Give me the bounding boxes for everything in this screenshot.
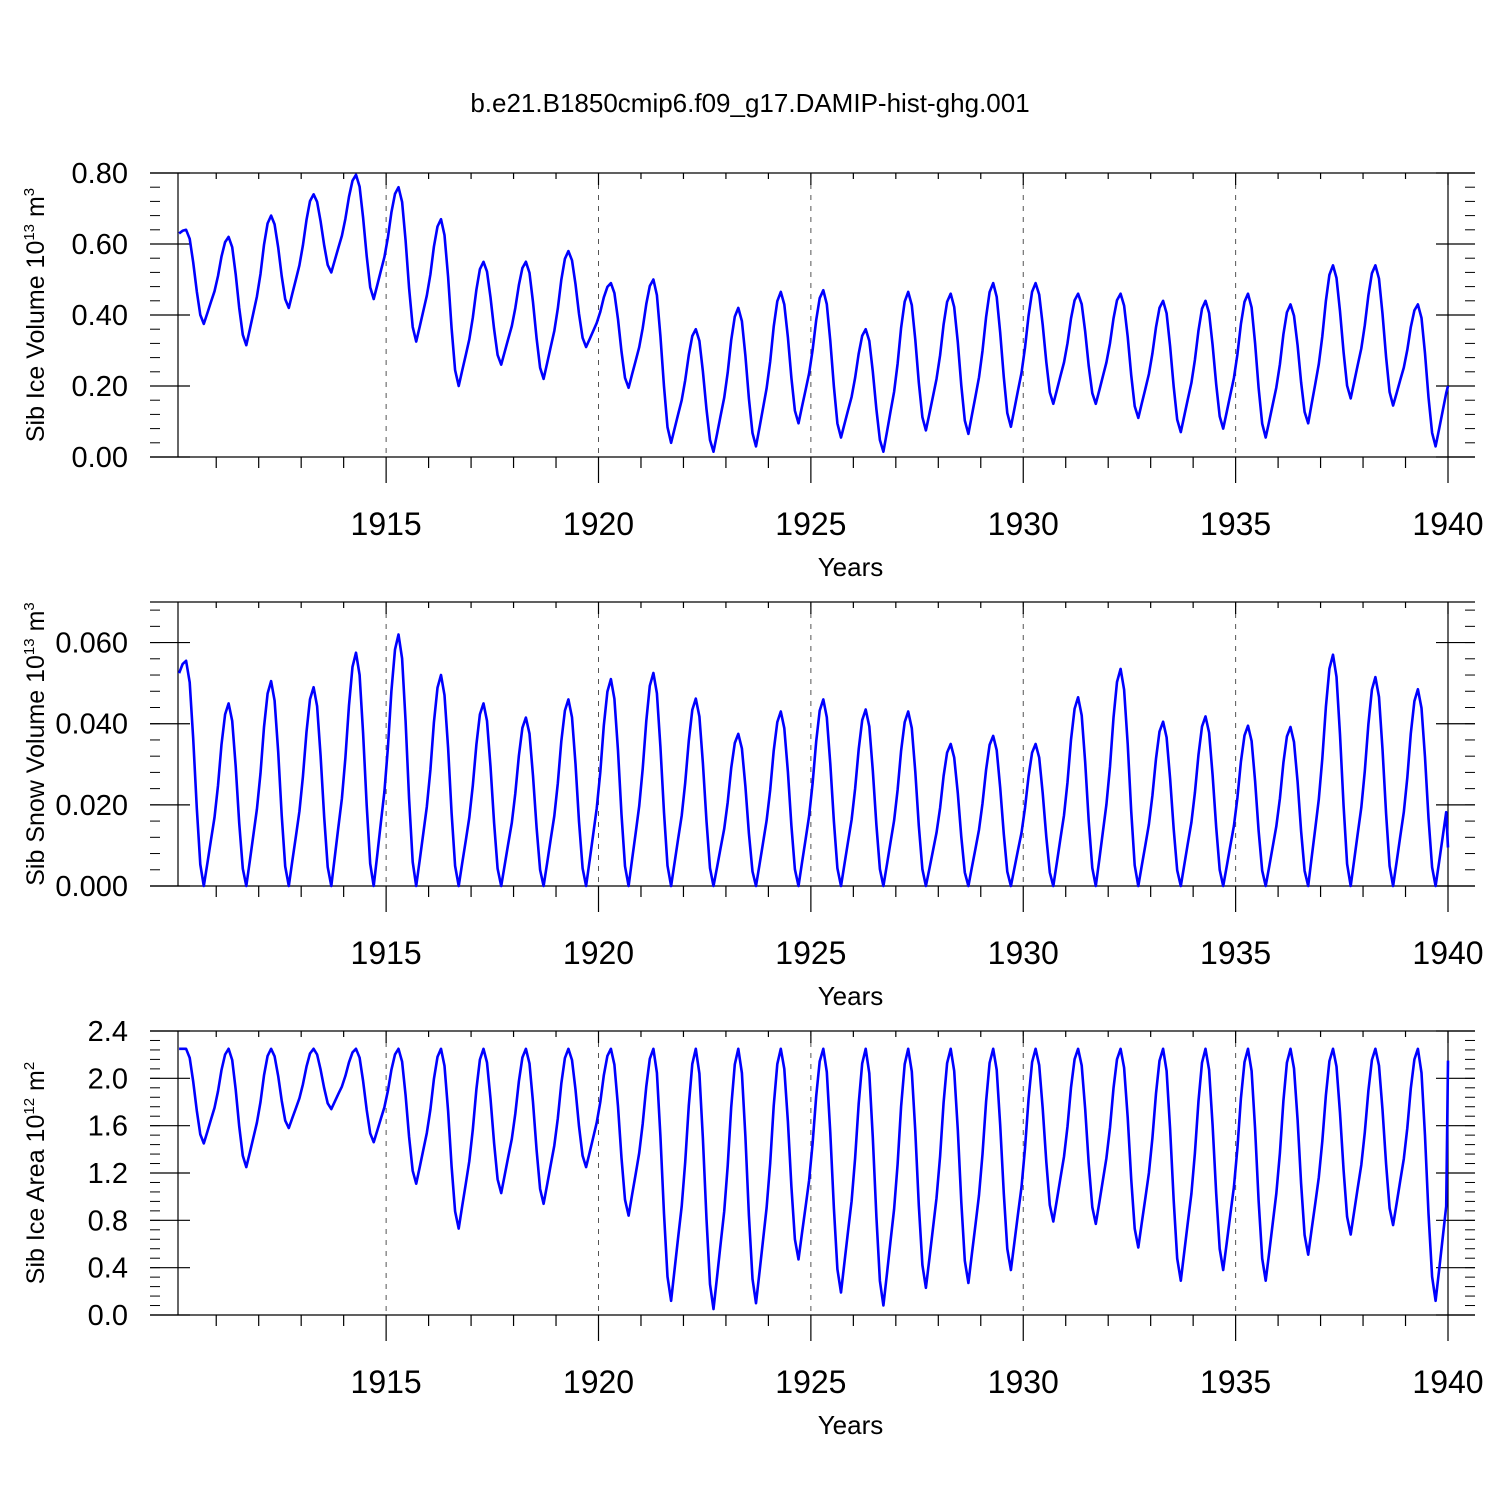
y-tick-label: 0.00 [72, 442, 128, 474]
chart-panel-3: 0.0 0.4 0.8 1.2 1.6 2.0 2.4 1915 1920 1925 1930 193… [21, 1016, 1484, 1440]
series-line-2-1 [177, 633, 1450, 888]
series-line-3-1 [179, 1047, 1450, 1311]
x-tick-label: 1925 [775, 506, 846, 542]
x-tick-label: 1920 [563, 1364, 634, 1400]
y-tick-label: 0.40 [72, 300, 128, 332]
y-label-unit: m [22, 1070, 50, 1098]
x-tick-label: 1920 [563, 935, 634, 971]
x-tick-label: 1930 [988, 1364, 1059, 1400]
y-label-text: Sib Ice Volume 10 [22, 241, 50, 443]
y-tick-label: 1.2 [88, 1158, 128, 1190]
y-tick-label: 0.040 [55, 709, 128, 741]
y-tick-label: 0.20 [72, 371, 128, 403]
x-tick-label: 1940 [1412, 506, 1483, 542]
x-axis-label: Years [818, 1410, 884, 1440]
x-tick-label: 1920 [563, 506, 634, 542]
x-tick-label: 1925 [775, 1364, 846, 1400]
panels: 0.00 0.20 0.40 0.60 0.80 1915 1920 1925 1930 1935… [21, 158, 1484, 1440]
y-label-unit-exponent: 3 [21, 188, 38, 196]
y-label-text: Sib Snow Volume 10 [22, 655, 50, 886]
x-tick-label: 1935 [1200, 935, 1271, 971]
y-label-unit: m [22, 196, 50, 224]
y-label-unit: m [22, 611, 50, 639]
y-tick-label: 0.020 [55, 790, 128, 822]
series-line-1-1 [178, 173, 1450, 453]
chart-panel-2: 0.000 0.020 0.040 0.060 1915 1920 1925 1930 1935… [21, 601, 1484, 1011]
y-tick-label: 0.4 [88, 1253, 128, 1285]
chart-panel-1: 0.00 0.20 0.40 0.60 0.80 1915 1920 1925 1930 1935… [21, 158, 1484, 582]
x-tick-label: 1925 [775, 935, 846, 971]
x-tick-label: 1930 [988, 935, 1059, 971]
x-tick-label: 1915 [351, 1364, 422, 1400]
y-tick-label: 2.4 [88, 1016, 128, 1048]
x-tick-label: 1915 [351, 935, 422, 971]
y-tick-label: 0.8 [88, 1205, 128, 1237]
y-axis-label: Sib Ice Volume 1013 m3 [21, 188, 50, 442]
x-axis-label: Years [818, 981, 884, 1011]
y-label-exponent: 13 [21, 224, 38, 241]
y-label-exponent: 13 [21, 638, 38, 655]
y-label-unit-exponent: 3 [21, 602, 38, 610]
y-tick-label: 2.0 [88, 1063, 128, 1095]
y-axis-label: Sib Ice Area 1012 m2 [21, 1062, 50, 1284]
y-label-exponent: 12 [21, 1098, 38, 1115]
x-tick-label: 1935 [1200, 506, 1271, 542]
y-axis-label: Sib Snow Volume 1013 m3 [21, 602, 50, 886]
x-tick-label: 1935 [1200, 1364, 1271, 1400]
y-tick-label: 0.60 [72, 229, 128, 261]
x-tick-label: 1940 [1412, 935, 1483, 971]
x-tick-label: 1915 [351, 506, 422, 542]
y-label-unit-exponent: 2 [21, 1062, 38, 1070]
y-tick-label: 0.000 [55, 871, 128, 903]
x-axis-label: Years [818, 552, 884, 582]
y-tick-label: 0.80 [72, 158, 128, 190]
y-label-text: Sib Ice Area 10 [22, 1115, 50, 1285]
y-tick-label: 0.060 [55, 628, 128, 660]
y-tick-label: 0.0 [88, 1300, 128, 1332]
y-tick-label: 1.6 [88, 1111, 128, 1143]
x-tick-label: 1940 [1412, 1364, 1483, 1400]
figure-title: b.e21.B1850cmip6.f09_g17.DAMIP-hist-ghg.… [470, 88, 1029, 118]
x-tick-label: 1930 [988, 506, 1059, 542]
